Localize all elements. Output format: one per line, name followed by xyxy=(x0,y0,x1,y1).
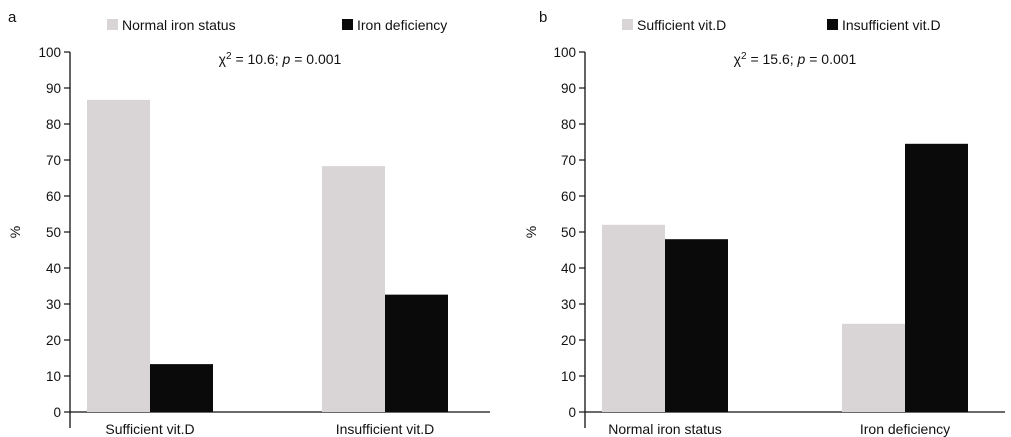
y-tick-label: 0 xyxy=(568,405,576,420)
y-tick-label: 50 xyxy=(46,225,61,240)
bar-light-1 xyxy=(322,166,385,412)
chi-square-annotation: χ2 = 10.6; p = 0.001 xyxy=(219,51,342,67)
y-tick-label: 30 xyxy=(46,297,61,312)
panel-b-chart: b 0 10 20 30 40 50 60 70 80 90 100% Normal iron stat… xyxy=(523,9,1005,437)
y-tick-label: 40 xyxy=(561,261,576,276)
x-category-label: Sufficient vit.D xyxy=(105,421,194,437)
chi-value: = 10.6; xyxy=(232,51,283,67)
bar-dark-1 xyxy=(385,294,448,412)
y-tick-label: 100 xyxy=(38,45,61,60)
p-symbol: p xyxy=(797,51,806,67)
y-tick-label: 60 xyxy=(46,189,61,204)
y-tick-label: 60 xyxy=(561,189,576,204)
y-tick-label: 90 xyxy=(46,81,61,96)
bar-light-1 xyxy=(842,323,905,412)
y-tick-label: 100 xyxy=(553,45,576,60)
x-category-label: Normal iron status xyxy=(608,421,722,437)
legend-swatch xyxy=(827,19,838,30)
bar-dark-0 xyxy=(665,239,728,412)
panel-a-chart: a 0 10 20 30 40 50 60 70 80 90 100% Sufficient vit.D… xyxy=(7,9,490,437)
legend-label: Normal iron status xyxy=(122,17,236,33)
p-symbol: p xyxy=(282,51,291,67)
y-tick-label: 90 xyxy=(561,81,576,96)
y-axis-label: % xyxy=(523,226,539,238)
legend-swatch xyxy=(622,19,633,30)
y-tick-label: 10 xyxy=(561,369,576,384)
y-tick-label: 10 xyxy=(46,369,61,384)
y-tick-label: 20 xyxy=(561,333,576,348)
y-tick-label: 70 xyxy=(561,153,576,168)
y-axis-label: % xyxy=(7,226,23,238)
chi-symbol: χ xyxy=(734,51,742,67)
y-tick-label: 20 xyxy=(46,333,61,348)
bar-light-0 xyxy=(602,224,665,412)
chi-superscript: 2 xyxy=(741,51,747,62)
p-value: = 0.001 xyxy=(290,51,341,67)
legend-label: Insufficient vit.D xyxy=(842,17,941,33)
x-category-label: Insufficient vit.D xyxy=(336,421,435,437)
panel-label-a: a xyxy=(8,9,17,26)
legend-label: Sufficient vit.D xyxy=(637,17,726,33)
y-tick-label: 50 xyxy=(561,225,576,240)
chi-square-annotation: χ2 = 15.6; p = 0.001 xyxy=(734,51,857,67)
y-tick-label: 70 xyxy=(46,153,61,168)
bar-dark-1 xyxy=(905,143,968,413)
legend-swatch xyxy=(107,19,118,30)
y-tick-label: 40 xyxy=(46,261,61,276)
panel-label-b: b xyxy=(539,9,547,26)
bar-dark-0 xyxy=(150,364,213,412)
x-category-label: Iron deficiency xyxy=(860,421,950,437)
chi-value: = 15.6; xyxy=(747,51,798,67)
chi-symbol: χ xyxy=(219,51,227,67)
legend-label: Iron deficiency xyxy=(357,17,447,33)
legend-swatch xyxy=(342,19,353,30)
p-value: = 0.001 xyxy=(805,51,856,67)
chi-superscript: 2 xyxy=(226,51,232,62)
bar-light-0 xyxy=(87,99,150,412)
y-tick-label: 80 xyxy=(561,117,576,132)
y-tick-label: 0 xyxy=(53,405,61,420)
y-tick-label: 30 xyxy=(561,297,576,312)
y-tick-label: 80 xyxy=(46,117,61,132)
